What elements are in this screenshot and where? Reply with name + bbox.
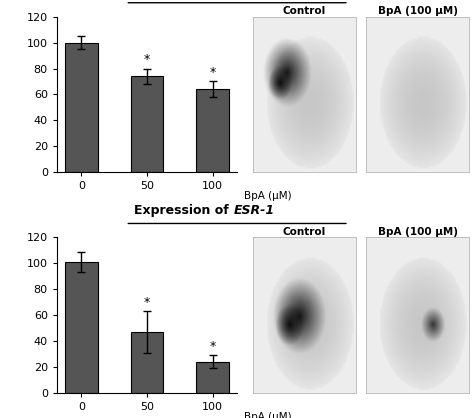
Text: *: * [144,296,150,309]
Text: ESR-1: ESR-1 [234,204,274,217]
Bar [65,262,98,393]
Title: Control: Control [283,227,326,237]
Bar [65,43,98,172]
Text: *: * [144,53,150,66]
Bar [131,332,164,393]
Text: *: * [210,340,216,353]
Title: BpA (100 μM): BpA (100 μM) [378,6,458,16]
Bar [196,362,229,393]
Title: Control: Control [283,6,326,16]
Bar [196,89,229,172]
Bar [131,76,164,172]
Text: *: * [210,66,216,79]
Text: BpA (μM): BpA (μM) [244,191,292,201]
Text: BpA (μM): BpA (μM) [244,412,292,418]
Text: Expression of: Expression of [135,204,234,217]
Title: BpA (100 μM): BpA (100 μM) [378,227,458,237]
